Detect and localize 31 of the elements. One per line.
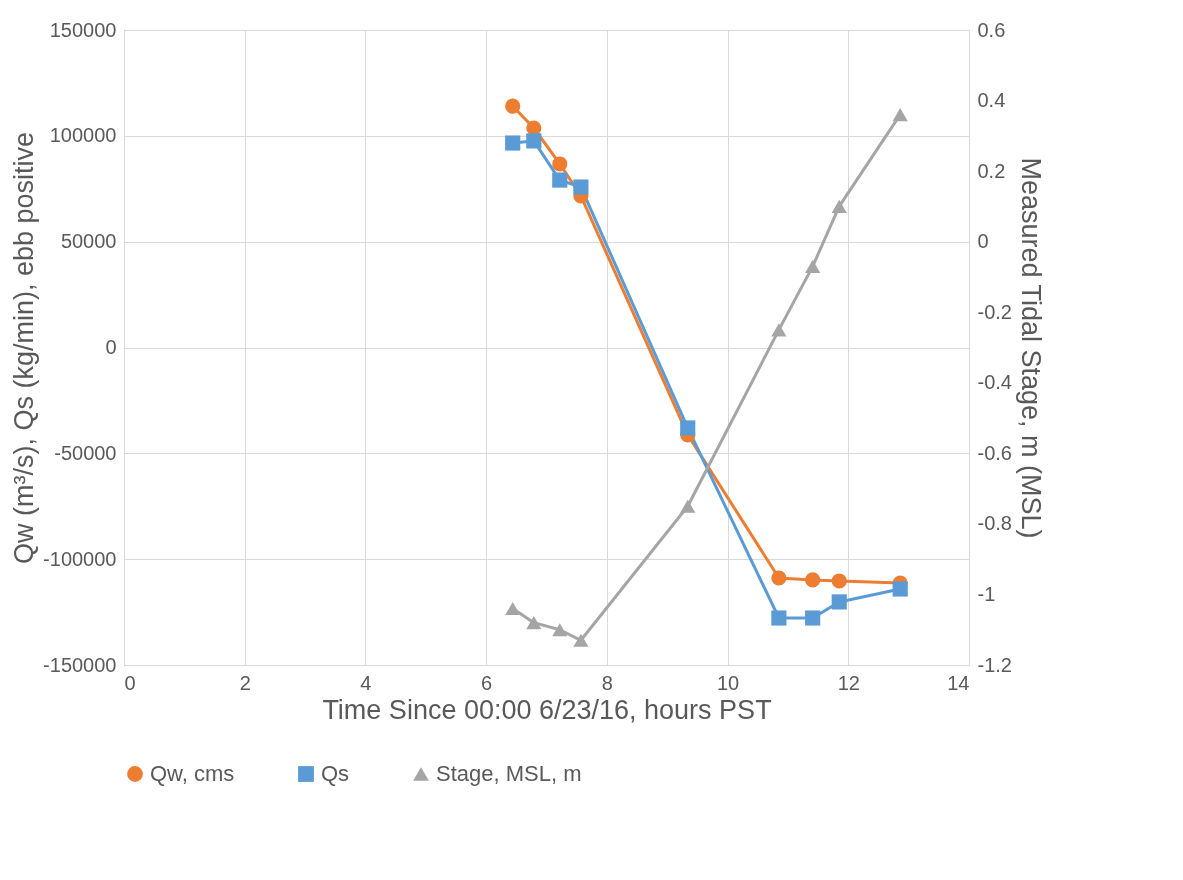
legend-label: Qs <box>321 761 350 786</box>
x-tick-label: 4 <box>360 671 372 694</box>
y-tick-label: 150000 <box>49 18 117 41</box>
y2-tick-label: -1.2 <box>977 653 1012 676</box>
y-tick-label: -100000 <box>43 547 117 570</box>
x-axis-title: Time Since 00:00 6/23/16, hours PST <box>322 694 772 725</box>
y2-tick-label: -0.6 <box>977 441 1012 464</box>
x-tick-label: 14 <box>947 671 970 694</box>
y2-tick-label: -0.8 <box>977 512 1012 535</box>
y2-tick-label: 0.2 <box>977 159 1006 182</box>
y-tick-label: -150000 <box>43 653 117 676</box>
x-tick-label: 0 <box>124 671 136 694</box>
y2-tick-label: -0.2 <box>977 300 1012 323</box>
y2-tick-label: -1 <box>977 582 996 605</box>
x-tick-label: 2 <box>239 671 251 694</box>
y-tick-label: 100000 <box>49 124 117 147</box>
y2-tick-label: -0.4 <box>977 371 1012 394</box>
y2-axis-title: Measured Tidal Stage, m (MSL) <box>1015 157 1046 539</box>
y-tick-label: -50000 <box>54 441 117 464</box>
x-tick-label: 8 <box>601 671 613 694</box>
x-tick-label: 10 <box>716 671 740 694</box>
x-tick-label: 6 <box>481 671 493 694</box>
y2-tick-label: 0 <box>977 230 989 253</box>
y2-tick-label: 0.4 <box>977 89 1006 112</box>
y-axis-title: Qw (m³/s), Qs (kg/min), ebb positive <box>9 131 40 565</box>
y-tick-label: 0 <box>105 336 117 358</box>
legend-label: Qw, cms <box>150 761 235 786</box>
x-tick-label: 12 <box>837 671 860 694</box>
legend-label: Stage, MSL, m <box>436 761 582 786</box>
y2-tick-label: 0.6 <box>977 18 1006 41</box>
y-tick-label: 50000 <box>60 230 117 253</box>
